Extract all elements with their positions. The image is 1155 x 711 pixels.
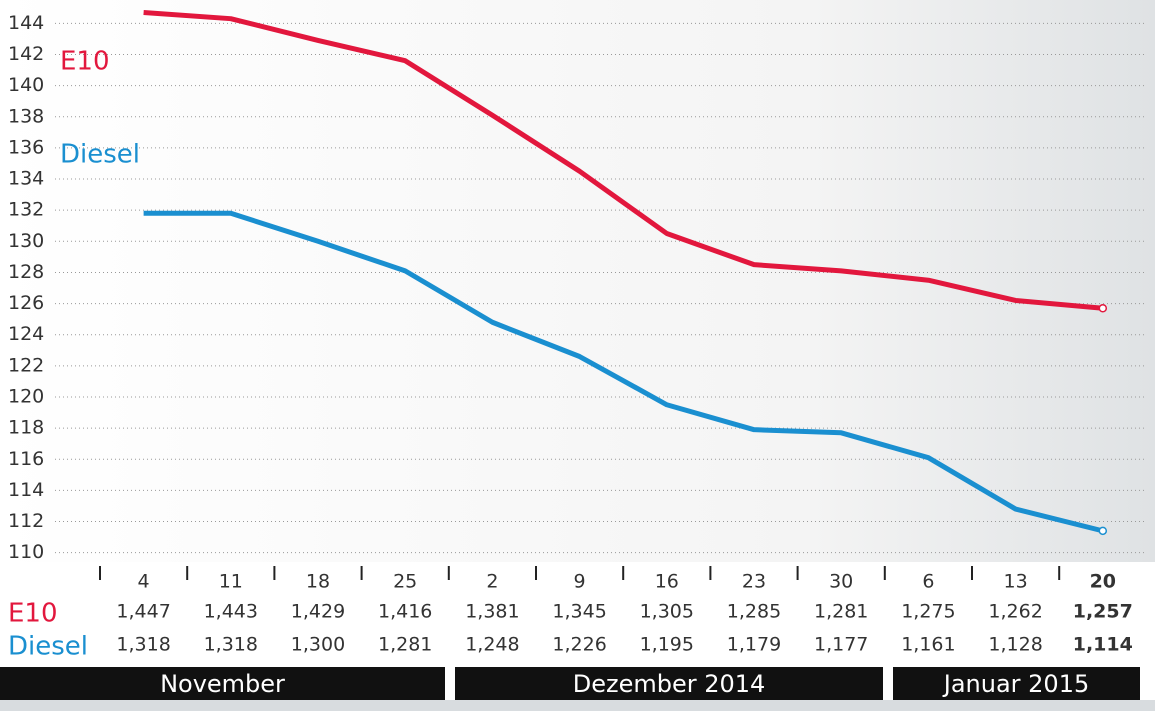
month-bar [0,667,445,700]
x-tick-label: 2 [486,571,498,593]
y-tick-label: 118 [8,417,44,439]
value-label: 1,161 [901,634,955,656]
value-label: 1,305 [640,601,694,623]
value-label: 1,281 [814,601,868,623]
x-tick-label: 23 [742,571,766,593]
plot-background [0,0,1155,562]
value-label: 1,195 [640,634,694,656]
value-label: 1,429 [291,601,345,623]
y-tick-label: 126 [8,292,44,314]
y-tick-label: 114 [8,479,44,501]
series-label: Diesel [60,140,140,170]
series-line [143,9,1104,311]
y-tick-label: 124 [8,323,44,345]
bottom-strip [0,700,1155,711]
value-label: 1,114 [1073,634,1133,656]
y-tick-label: 116 [8,448,44,470]
month-label: Januar 2015 [942,670,1090,698]
row-label: Diesel [8,632,88,662]
x-tick-label: 18 [306,571,330,593]
value-label: 1,285 [727,601,781,623]
y-tick-label: 134 [8,168,44,190]
end-marker [1098,303,1108,313]
value-label: 1,300 [291,634,345,656]
x-tick-label: 13 [1004,571,1028,593]
y-tick-label: 140 [8,74,44,96]
row-label: E10 [8,599,58,629]
value-label: 1,447 [116,601,170,623]
series-line [143,210,1104,534]
value-label: 1,128 [988,634,1042,656]
month-bar [893,667,1140,700]
y-tick-label: 132 [8,199,44,221]
month-label: Dezember 2014 [573,670,766,698]
value-label: 1,262 [988,601,1042,623]
value-label: 1,345 [552,601,606,623]
y-tick-label: 130 [8,230,44,252]
value-label: 1,275 [901,601,955,623]
y-tick-label: 142 [8,43,44,65]
value-label: 1,416 [378,601,432,623]
value-label: 1,177 [814,634,868,656]
x-tick-label: 6 [922,571,934,593]
x-tick-label: 9 [574,571,586,593]
series-label: E10 [60,47,110,77]
value-label: 1,257 [1073,601,1133,623]
x-tick-label: 25 [393,571,417,593]
y-tick-label: 128 [8,261,44,283]
month-label: November [160,670,285,698]
value-label: 1,248 [465,634,519,656]
value-label: 1,443 [204,601,258,623]
y-tick-label: 120 [8,385,44,407]
x-tick-label: 11 [219,571,243,593]
y-tick-label: 122 [8,354,44,376]
value-label: 1,226 [552,634,606,656]
y-tick-label: 112 [8,510,44,532]
value-label: 1,281 [378,634,432,656]
y-tick-label: 110 [8,541,44,563]
value-label: 1,318 [204,634,258,656]
value-label: 1,381 [465,601,519,623]
value-label: 1,318 [116,634,170,656]
x-tick-label: 16 [655,571,679,593]
x-tick-label: 20 [1090,571,1116,593]
x-tick-label: 4 [138,571,150,593]
month-bar [455,667,883,700]
y-tick-label: 144 [8,12,44,34]
end-marker [1098,526,1108,536]
x-tick-label: 30 [829,571,853,593]
y-tick-label: 136 [8,136,44,158]
value-label: 1,179 [727,634,781,656]
y-tick-label: 138 [8,105,44,127]
